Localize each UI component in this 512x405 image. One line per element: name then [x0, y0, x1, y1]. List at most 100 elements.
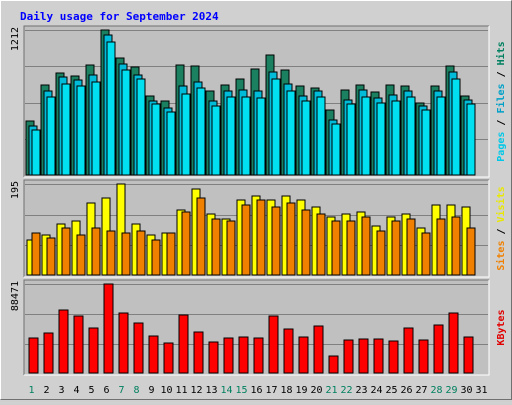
- x-tick-label: 21: [325, 385, 337, 396]
- x-tick-label: 19: [295, 385, 307, 396]
- bar-kbytes-day-7: [118, 312, 129, 374]
- bar-sites-day-22: [346, 220, 356, 276]
- bar-pages-day-10: [166, 111, 176, 176]
- bar-sites-day-28: [436, 218, 446, 276]
- x-tick-label: 10: [160, 385, 172, 396]
- bar-sites-day-16: [256, 199, 266, 276]
- bar-pages-day-27: [421, 109, 431, 176]
- x-tick-label: 25: [385, 385, 397, 396]
- bar-sites-day-15: [241, 204, 251, 276]
- bar-kbytes-day-22: [343, 339, 354, 374]
- bar-pages-day-23: [361, 96, 371, 176]
- x-tick-label: 20: [310, 385, 322, 396]
- bar-kbytes-day-4: [73, 315, 84, 374]
- plot-border-highlight: [24, 280, 490, 376]
- x-tick-label: 12: [190, 385, 202, 396]
- bar-sites-day-8: [136, 230, 146, 276]
- bar-pages-day-15: [241, 96, 251, 176]
- x-tick-label: 18: [280, 385, 292, 396]
- bar-kbytes-day-14: [223, 337, 234, 374]
- bar-kbytes-day-29: [448, 312, 459, 374]
- bar-pages-day-21: [331, 123, 341, 176]
- y-axis-label-part: Pages: [496, 132, 507, 162]
- bar-sites-day-12: [196, 197, 206, 276]
- x-tick-label: 13: [205, 385, 217, 396]
- bar-sites-day-14: [226, 220, 236, 276]
- x-tick-label: 28: [430, 385, 442, 396]
- bar-kbytes-day-24: [373, 338, 384, 374]
- bar-sites-day-23: [361, 216, 371, 276]
- plot-border-shadow: [23, 279, 489, 375]
- bar-sites-day-26: [406, 218, 416, 276]
- y-max-label: 195: [10, 181, 21, 199]
- bar-sites-day-17: [271, 206, 281, 276]
- bar-pages-day-14: [226, 96, 236, 176]
- bar-pages-day-3: [61, 83, 71, 176]
- bar-kbytes-day-18: [283, 328, 294, 374]
- y-axis-label-part: KBytes: [496, 309, 507, 345]
- bar-sites-day-27: [421, 232, 431, 276]
- bar-kbytes-day-6: [103, 283, 114, 374]
- bar-pages-day-9: [151, 103, 161, 176]
- y-axis-label: KBytes: [496, 309, 507, 345]
- x-tick-label: 14: [220, 385, 232, 396]
- bar-kbytes-day-8: [133, 322, 144, 374]
- y-axis-label-part: Visits: [495, 186, 507, 222]
- bar-pages-day-25: [391, 100, 401, 176]
- series-sites: [31, 197, 476, 276]
- bar-pages-day-12: [196, 87, 206, 176]
- bar-sites-day-24: [376, 230, 386, 276]
- bar-kbytes-day-23: [358, 338, 369, 374]
- x-tick-label: 30: [460, 385, 472, 396]
- bar-kbytes-day-12: [193, 331, 204, 374]
- plot-border-shadow: [23, 179, 489, 277]
- y-axis-label-part: Sites: [495, 241, 507, 271]
- bar-pages-day-29: [451, 78, 461, 176]
- y-max-label: 1212: [10, 27, 21, 51]
- bar-sites-day-5: [91, 227, 101, 276]
- bar-kbytes-day-19: [298, 336, 309, 374]
- bar-kbytes-day-17: [268, 315, 279, 374]
- bar-pages-day-4: [76, 85, 86, 176]
- bar-sites-day-7: [121, 232, 131, 276]
- bar-sites-day-6: [106, 230, 116, 276]
- bar-sites-day-11: [181, 211, 191, 276]
- plot-border-shadow: [23, 25, 489, 177]
- bar-sites-day-20: [316, 213, 326, 276]
- bar-sites-day-30: [466, 227, 476, 276]
- y-max-label: 88471: [10, 281, 21, 311]
- x-tick-label: 6: [103, 385, 109, 396]
- bar-kbytes-day-20: [313, 325, 324, 374]
- bar-kbytes-day-3: [58, 309, 69, 374]
- bar-kbytes-day-26: [403, 327, 414, 374]
- x-tick-labels: 1 2 3 4 5 6 7 8 9 10 11 12 13 14 15 16 17 18 19 20 21 22 23 24 2…: [28, 385, 487, 396]
- x-tick-label: 11: [175, 385, 187, 396]
- bar-kbytes-day-21: [328, 355, 339, 374]
- bar-sites-day-19: [301, 209, 311, 276]
- y-axis-label-part: Files: [495, 83, 507, 113]
- bar-pages-day-2: [46, 96, 56, 176]
- x-tick-label: 4: [73, 385, 79, 396]
- bar-sites-day-10: [166, 232, 176, 276]
- bar-pages-day-30: [466, 103, 476, 176]
- series-kbytes: [28, 283, 474, 374]
- x-tick-label: 9: [148, 385, 154, 396]
- y-axis-label-part: Hits: [495, 41, 507, 65]
- x-tick-label: 17: [265, 385, 277, 396]
- plot-border-highlight: [24, 26, 490, 178]
- bar-sites-day-25: [391, 220, 401, 276]
- bar-kbytes-day-10: [163, 342, 174, 374]
- plot-border-highlight: [24, 180, 490, 278]
- panel-hits-files-pages: 1212 Pages / Files / Hits: [10, 25, 507, 178]
- x-tick-label: 31: [475, 385, 487, 396]
- bar-kbytes-day-27: [418, 339, 429, 374]
- bar-pages-day-1: [31, 129, 41, 176]
- bar-sites-day-13: [211, 218, 221, 276]
- x-tick-label: 8: [133, 385, 139, 396]
- bar-pages-day-17: [271, 78, 281, 176]
- panels-layer: 1212 Pages / Files / Hits 195 Sites / Visit…: [10, 25, 507, 376]
- x-tick-label: 29: [445, 385, 457, 396]
- bar-pages-day-18: [286, 90, 296, 176]
- bar-kbytes-day-15: [238, 336, 249, 374]
